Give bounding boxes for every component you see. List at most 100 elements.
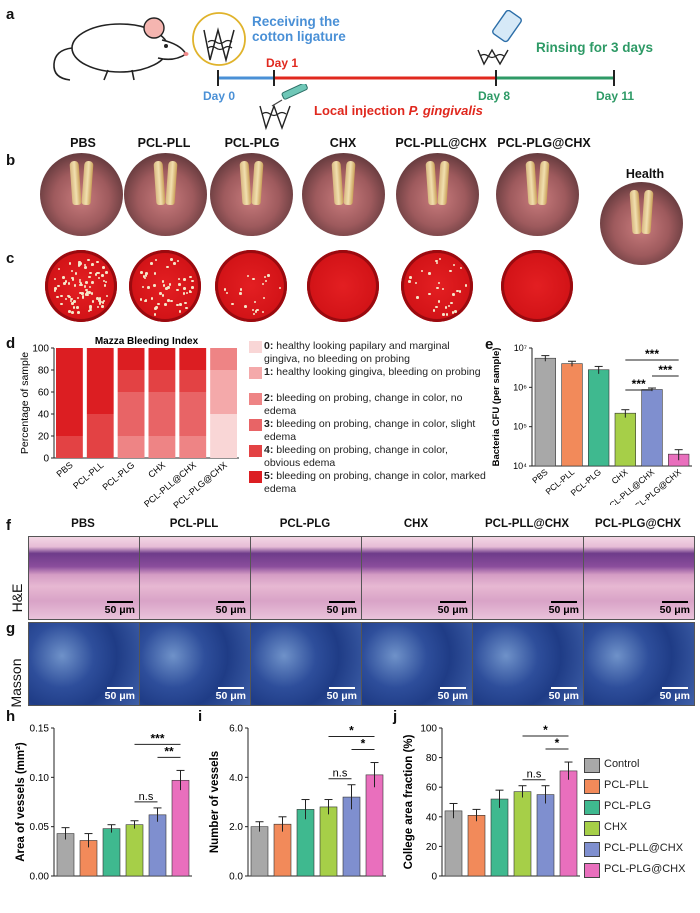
colony bbox=[251, 308, 255, 312]
legend-swatch bbox=[249, 367, 262, 379]
colony bbox=[101, 301, 105, 304]
masson-tile: 50 μm bbox=[28, 622, 140, 706]
scale-bar: 50 μm bbox=[104, 601, 135, 616]
mazza-title: Mazza Bleeding Index bbox=[95, 336, 199, 347]
y-tick-label: 0.05 bbox=[30, 822, 50, 833]
mazza-bar-segment bbox=[56, 348, 83, 436]
y-tick-label: 0.15 bbox=[30, 724, 50, 735]
colony bbox=[68, 295, 71, 299]
colony bbox=[73, 284, 76, 287]
colony bbox=[436, 286, 439, 290]
colony bbox=[225, 291, 229, 295]
legend-swatch bbox=[584, 821, 600, 836]
mazza-bar-segment bbox=[210, 414, 237, 458]
group-bar bbox=[296, 809, 315, 877]
colony bbox=[64, 280, 68, 283]
colony bbox=[161, 294, 165, 297]
legend-entry: 0: healthy looking papilary and marginal… bbox=[264, 340, 450, 365]
sig-label: * bbox=[543, 723, 548, 737]
scale-bar: 50 μm bbox=[326, 687, 357, 702]
colony bbox=[176, 303, 179, 307]
he-tile: 50 μm bbox=[472, 536, 584, 620]
incisor-right bbox=[251, 160, 264, 206]
scale-bar: 50 μm bbox=[548, 601, 579, 616]
ligature-closeup-icon bbox=[192, 12, 246, 66]
colony bbox=[89, 308, 92, 312]
x-tick-label: PCL-PLG bbox=[569, 467, 603, 498]
colony bbox=[91, 300, 95, 303]
colony bbox=[96, 260, 99, 264]
colony bbox=[416, 296, 419, 299]
mazza-bar-segment bbox=[117, 348, 145, 370]
colony bbox=[166, 265, 169, 268]
legend-entry: PCL-PLG bbox=[604, 800, 652, 812]
injection-text: Local injection P. gingivalis bbox=[314, 103, 483, 118]
colony bbox=[454, 310, 457, 313]
colony bbox=[278, 286, 282, 290]
mazza-bar-segment bbox=[210, 348, 237, 370]
colony bbox=[144, 274, 148, 277]
sig-label: * bbox=[555, 736, 560, 750]
scale-bar: 50 μm bbox=[659, 687, 690, 702]
colony bbox=[178, 310, 182, 313]
colony bbox=[90, 263, 94, 267]
x-tick-label: PCL-PLG@CHX bbox=[171, 460, 228, 511]
group-bar bbox=[102, 828, 121, 877]
y-axis-label: Bacteria CFU (per sample) bbox=[491, 348, 502, 467]
colony bbox=[144, 299, 147, 303]
y-tick-label: 0 bbox=[43, 454, 49, 465]
x-tick-label: CHX bbox=[146, 460, 167, 480]
sig-label: * bbox=[361, 737, 366, 751]
colony bbox=[451, 311, 455, 314]
row-label-masson: Masson bbox=[8, 658, 24, 708]
sig-label: n.s bbox=[333, 768, 348, 780]
colony bbox=[447, 304, 451, 308]
incisor-left bbox=[629, 189, 642, 235]
colony bbox=[89, 271, 92, 275]
x-tick-label: PBS bbox=[530, 467, 550, 486]
day11-label: Day 11 bbox=[596, 89, 635, 103]
colony bbox=[105, 271, 108, 274]
mazza-chart: Mazza Bleeding Index 0 20 40 60 80 100Percenta… bbox=[19, 336, 239, 511]
colony bbox=[104, 280, 108, 284]
legend-swatch bbox=[584, 842, 600, 857]
sig-label: *** bbox=[645, 347, 659, 361]
colony bbox=[177, 277, 181, 281]
legend-swatch bbox=[249, 445, 262, 457]
colony bbox=[70, 297, 73, 301]
vessel-number-chart: 0.0 2.0 4.0 6.0 Number of vessels * * n.s bbox=[209, 724, 386, 883]
colony bbox=[88, 275, 91, 279]
colony bbox=[264, 279, 268, 283]
colony bbox=[143, 276, 147, 280]
y-tick-label: 80 bbox=[426, 753, 438, 764]
y-tick-label: 20 bbox=[38, 432, 50, 443]
colony bbox=[79, 291, 82, 295]
colony bbox=[62, 276, 65, 279]
colony bbox=[89, 306, 92, 310]
legend-entry: 5: bleeding on probing, change in color,… bbox=[264, 470, 486, 495]
he-tile: 50 μm bbox=[583, 536, 695, 620]
incisor-right bbox=[343, 160, 356, 206]
panel-label-f: f bbox=[6, 517, 11, 534]
y-tick-label: 10⁷ bbox=[514, 343, 527, 353]
mazza-bar-segment bbox=[86, 348, 114, 414]
agar-plate bbox=[501, 250, 573, 322]
colony bbox=[56, 295, 59, 299]
group-bar bbox=[365, 774, 384, 877]
group-bar bbox=[536, 794, 555, 877]
day0-label: Day 0 bbox=[203, 89, 236, 103]
colony bbox=[408, 280, 411, 283]
colony bbox=[105, 294, 109, 298]
colony bbox=[84, 293, 87, 296]
colony bbox=[456, 289, 459, 293]
colony bbox=[85, 281, 88, 284]
agar-plate bbox=[215, 250, 287, 322]
scale-bar: 50 μm bbox=[215, 687, 246, 702]
mazza-bar-segment bbox=[117, 370, 145, 392]
colony bbox=[261, 310, 265, 314]
colony bbox=[68, 310, 71, 313]
colony bbox=[450, 301, 453, 305]
legend-entry: 4: bleeding on probing, change in color,… bbox=[264, 444, 448, 469]
colony bbox=[154, 258, 157, 262]
mazza-bar-segment bbox=[179, 436, 207, 458]
